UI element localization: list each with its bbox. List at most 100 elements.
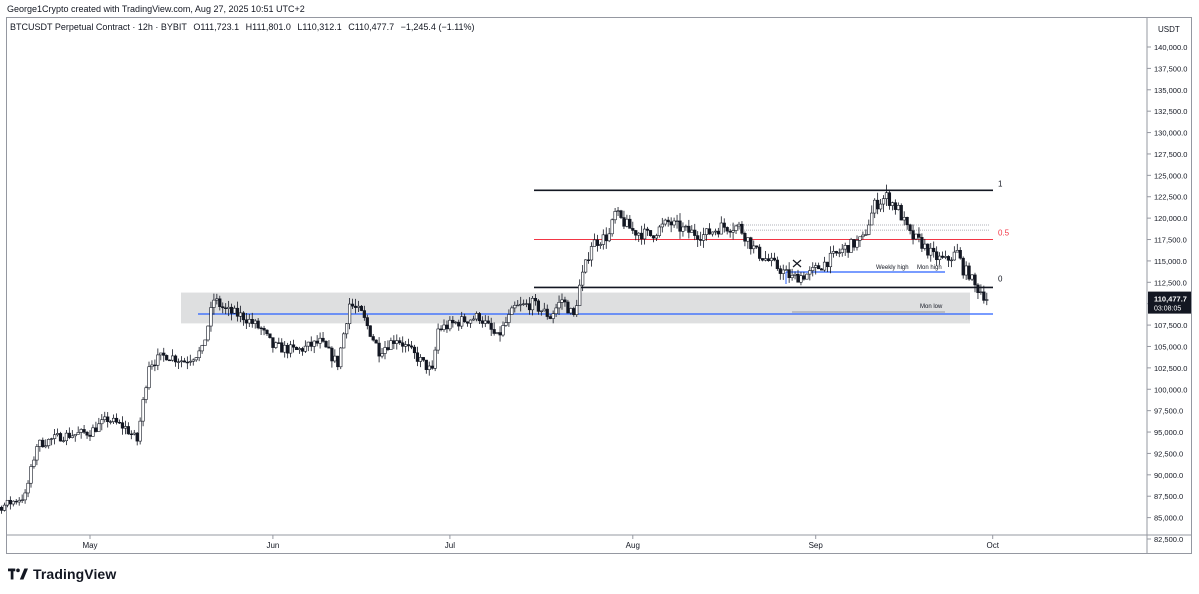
candle-body-108 xyxy=(277,342,281,344)
candle-body-228 xyxy=(631,228,635,231)
candle-body-127 xyxy=(333,355,337,362)
legend-close: C110,477.7 xyxy=(348,22,395,32)
candle-body-121 xyxy=(315,340,319,344)
candle-body-46 xyxy=(94,427,98,432)
candle-body-231 xyxy=(640,232,644,240)
candle-body-101 xyxy=(256,320,260,329)
candle-body-38 xyxy=(70,435,74,438)
candle-body-314 xyxy=(884,192,889,199)
candle-body-251 xyxy=(699,239,703,241)
candle-body-342 xyxy=(967,265,971,280)
candle-body-213 xyxy=(586,259,591,261)
candle-body-300 xyxy=(843,245,847,250)
candle-body-254 xyxy=(707,228,712,235)
candle-body-258 xyxy=(719,222,723,235)
y-tick-label-14: 105,000.0 xyxy=(1154,342,1187,351)
candle-body-303 xyxy=(852,239,856,248)
candle-body-155 xyxy=(415,352,420,362)
y-tick-label-4: 130,000.0 xyxy=(1154,129,1187,138)
candle-body-135 xyxy=(356,305,361,308)
candle-body-84 xyxy=(206,325,210,341)
candle-body-114 xyxy=(294,346,299,351)
candle-body-90 xyxy=(224,307,228,309)
candle-body-150 xyxy=(401,342,405,347)
candle-body-68 xyxy=(159,352,163,356)
candle-body-301 xyxy=(846,245,850,253)
candle-body-41 xyxy=(79,429,83,433)
candle-body-19 xyxy=(14,500,18,503)
candle-body-302 xyxy=(849,239,853,253)
candle-body-42 xyxy=(82,429,86,433)
candle-body-105 xyxy=(268,333,272,338)
candle-body-33 xyxy=(55,433,60,436)
candle-body-40 xyxy=(76,432,80,435)
candle-body-170 xyxy=(460,316,464,327)
candle-body-23 xyxy=(26,482,30,494)
candle-body-174 xyxy=(471,318,476,321)
candle-body-96 xyxy=(241,312,246,321)
candle-body-126 xyxy=(330,347,334,362)
candle-body-57 xyxy=(126,426,130,435)
candle-body-274 xyxy=(766,258,771,262)
candle-body-305 xyxy=(858,236,862,241)
chart-credit: George1Crypto created with TradingView.c… xyxy=(7,4,305,14)
y-tick-label-5: 127,500.0 xyxy=(1154,150,1187,159)
candle-body-190 xyxy=(519,303,523,306)
tradingview-logo[interactable]: TradingView xyxy=(8,566,116,582)
candle-body-95 xyxy=(238,312,243,317)
chart-frame xyxy=(6,17,1192,554)
candle-body-14 xyxy=(0,506,4,511)
candle-body-227 xyxy=(628,218,632,229)
candle-body-72 xyxy=(171,355,175,361)
candle-body-88 xyxy=(218,298,222,307)
candle-body-156 xyxy=(418,357,423,362)
candle-body-263 xyxy=(734,225,738,231)
candle-body-208 xyxy=(572,308,576,315)
candle-body-81 xyxy=(197,350,201,359)
candle-body-259 xyxy=(722,222,726,228)
candle-body-83 xyxy=(203,339,207,346)
candle-body-234 xyxy=(648,230,653,236)
y-tick-label-20: 90,000.0 xyxy=(1154,471,1183,480)
candle-body-62 xyxy=(141,399,145,422)
y-tick-label-13: 107,500.0 xyxy=(1154,321,1187,330)
candle-body-211 xyxy=(581,271,585,286)
candle-body-113 xyxy=(291,344,296,348)
candle-body-118 xyxy=(306,341,310,347)
candle-body-214 xyxy=(589,246,594,261)
candle-body-340 xyxy=(961,257,965,276)
candle-body-185 xyxy=(504,322,508,326)
candle-body-293 xyxy=(822,261,827,271)
candle-body-272 xyxy=(760,258,765,261)
candle-body-16 xyxy=(5,499,9,506)
candle-body-210 xyxy=(578,284,582,306)
candle-body-328 xyxy=(926,243,930,256)
candle-body-112 xyxy=(288,344,293,354)
candle-body-67 xyxy=(156,354,160,366)
candle-body-54 xyxy=(117,421,122,424)
candle-body-160 xyxy=(430,365,434,369)
candle-body-184 xyxy=(501,325,505,336)
candle-body-78 xyxy=(188,361,192,363)
candle-body-134 xyxy=(353,305,358,308)
candle-body-69 xyxy=(162,352,166,356)
candle-body-70 xyxy=(165,355,169,361)
candle-body-29 xyxy=(44,445,48,448)
candle-body-196 xyxy=(536,300,540,312)
candle-body-15 xyxy=(2,504,7,511)
candle-body-176 xyxy=(477,313,482,322)
candle-body-295 xyxy=(828,252,833,268)
candle-body-163 xyxy=(439,328,443,331)
y-tick-label-11: 112,500.0 xyxy=(1154,278,1187,287)
candle-body-242 xyxy=(672,220,676,226)
candle-body-58 xyxy=(129,433,133,436)
candle-body-18 xyxy=(11,500,15,505)
candle-body-244 xyxy=(678,220,682,232)
legend-symbol[interactable]: BTCUSDT Perpetual Contract · 12h · BYBIT xyxy=(10,22,187,32)
candle-body-107 xyxy=(274,342,278,348)
candle-body-289 xyxy=(811,267,815,271)
candle-body-151 xyxy=(404,344,408,347)
candle-body-233 xyxy=(645,228,650,231)
candle-body-164 xyxy=(442,324,446,330)
